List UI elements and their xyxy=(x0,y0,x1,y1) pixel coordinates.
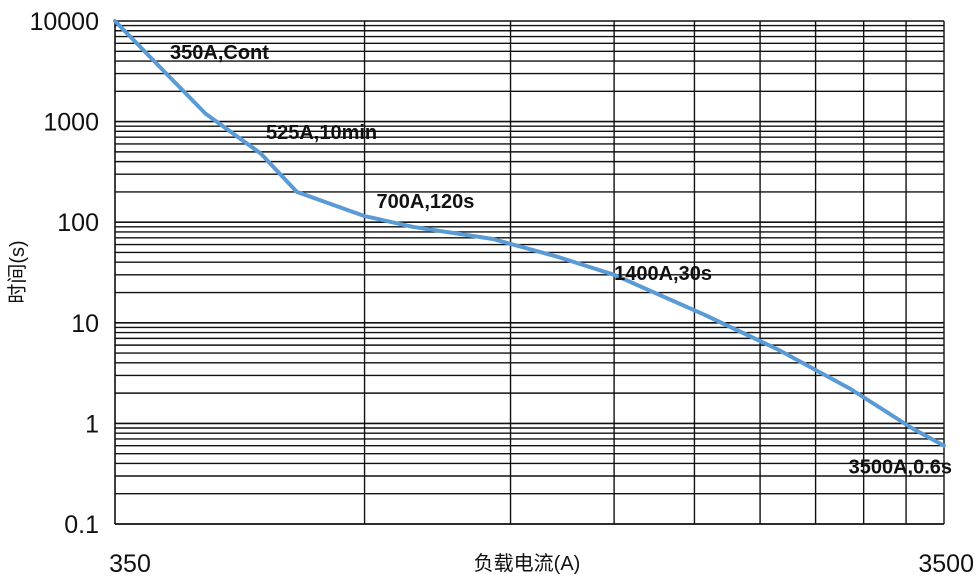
x-tick-label: 350 xyxy=(109,550,151,578)
series-line xyxy=(113,19,946,448)
plot-frame xyxy=(114,21,945,525)
series-layer xyxy=(113,19,946,448)
data-annotation: 700A,120s xyxy=(377,191,475,213)
y-tick-label: 1000 xyxy=(43,109,99,137)
y-tick-label: 100 xyxy=(57,209,99,237)
y-tick-label: 0.1 xyxy=(64,511,99,539)
data-annotation: 1400A,30s xyxy=(614,263,712,285)
x-tick-label: 3500 xyxy=(918,550,974,578)
data-annotation: 525A,10min xyxy=(266,122,377,144)
y-axis-title: 时间(s) xyxy=(6,240,29,303)
tick-layer: 10000 1000 100 10 1 0.1 350 3500 xyxy=(29,8,974,578)
annotation-layer: 350A,Cont 525A,10min 700A,120s 1400A,30s 350… xyxy=(170,42,952,479)
y-tick-label: 1 xyxy=(85,410,99,438)
data-annotation: 3500A,0.6s xyxy=(849,457,952,479)
grid xyxy=(115,20,944,525)
data-annotation: 350A,Cont xyxy=(170,42,269,64)
x-axis-title: 负载电流(A) xyxy=(474,552,581,575)
y-tick-label: 10 xyxy=(71,310,99,338)
y-tick-label: 10000 xyxy=(29,8,99,36)
